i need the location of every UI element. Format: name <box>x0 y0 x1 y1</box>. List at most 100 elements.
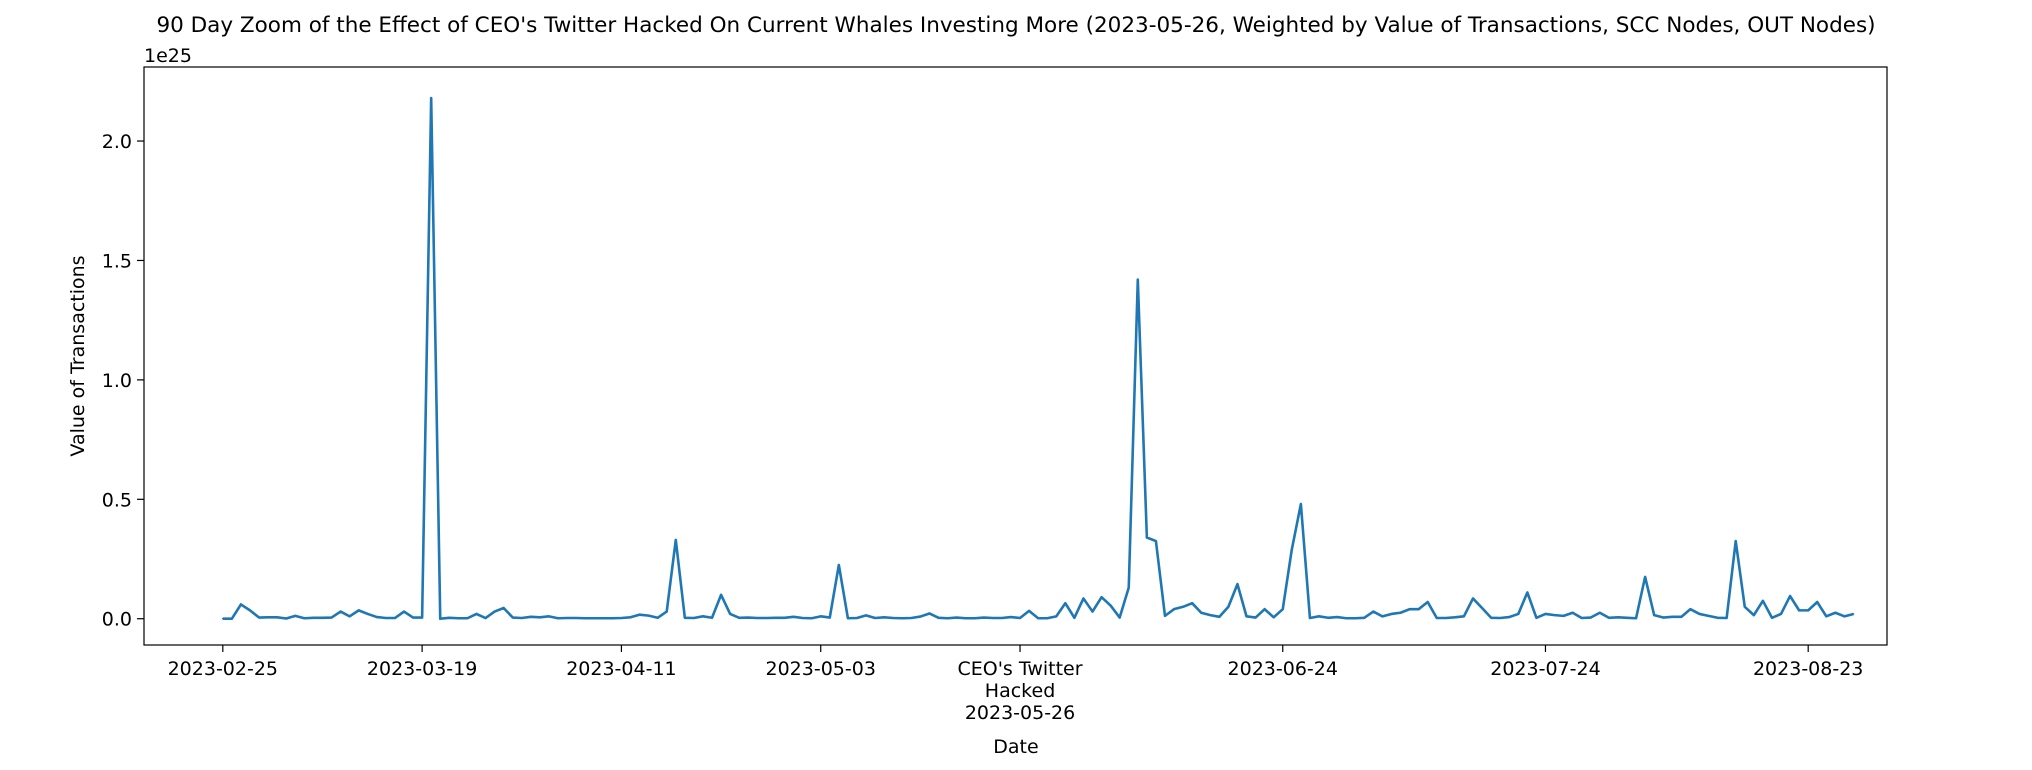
data-point <box>493 610 496 613</box>
data-point <box>1807 609 1809 612</box>
data-point <box>1481 607 1483 609</box>
data-point <box>982 616 985 619</box>
data-point <box>421 616 423 619</box>
data-point <box>1309 617 1311 619</box>
data-point <box>711 616 713 619</box>
data-point <box>1626 616 1628 619</box>
data-point <box>1272 616 1275 619</box>
data-point <box>1390 613 1393 615</box>
x-tick-label: 2023-07-24 <box>1490 658 1600 680</box>
data-point <box>1635 617 1637 620</box>
data-point <box>1562 615 1565 617</box>
data-point <box>919 615 922 618</box>
data-point <box>937 616 940 619</box>
data-point <box>1454 616 1456 619</box>
data-point <box>1363 616 1366 619</box>
data-point <box>1553 614 1556 616</box>
data-point <box>1644 576 1646 578</box>
x-axis-ticks: 2023-02-25 2023-03-19 2023-04-11 2023-05-03… <box>168 645 1863 724</box>
data-point <box>448 616 451 619</box>
x-tick-label: 2023-05-03 <box>766 658 876 680</box>
data-point <box>566 617 568 619</box>
data-point <box>1834 611 1837 614</box>
data-point <box>1580 617 1583 619</box>
data-point <box>1852 613 1855 615</box>
data-point <box>1843 615 1846 618</box>
data-point <box>973 617 976 620</box>
data-point <box>1127 586 1130 589</box>
data-point <box>792 616 795 618</box>
data-point <box>674 539 677 541</box>
data-point <box>548 615 550 618</box>
data-point <box>774 616 777 619</box>
data-point <box>1698 613 1701 615</box>
data-point <box>231 617 233 620</box>
data-point <box>1218 616 1221 618</box>
data-point <box>1263 608 1266 610</box>
data-point <box>1780 613 1782 615</box>
data-point <box>856 617 858 619</box>
data-point <box>1146 536 1148 539</box>
data-point <box>1571 611 1574 614</box>
data-point <box>1508 616 1511 618</box>
data-point <box>258 616 260 619</box>
plot-area <box>222 96 1855 621</box>
data-point <box>348 615 351 618</box>
data-point <box>1037 617 1039 620</box>
data-point <box>738 616 740 619</box>
data-point <box>1816 601 1819 603</box>
data-point <box>439 617 442 620</box>
data-point <box>892 617 894 619</box>
data-point <box>1091 610 1094 613</box>
data-point <box>1417 608 1420 610</box>
data-point <box>1191 602 1193 604</box>
data-point <box>1001 617 1003 619</box>
data-point <box>412 616 414 619</box>
x-tick-label: 2023-04-11 <box>566 658 676 680</box>
data-point <box>729 613 731 615</box>
data-point <box>330 616 333 619</box>
data-point <box>629 616 632 619</box>
data-point <box>502 607 505 609</box>
data-point <box>946 617 949 620</box>
data-point <box>1445 617 1447 619</box>
data-point <box>475 613 478 615</box>
data-point <box>1182 605 1184 608</box>
data-point <box>1499 617 1501 619</box>
data-point <box>1010 616 1012 618</box>
data-point <box>1236 583 1239 585</box>
data-point <box>1372 610 1375 613</box>
data-point <box>394 617 396 619</box>
data-point <box>1589 616 1592 619</box>
data-point <box>1517 613 1520 615</box>
data-point <box>647 614 650 617</box>
y-axis-offset-label: 1e25 <box>144 45 192 67</box>
data-point <box>312 616 315 619</box>
data-point <box>557 617 559 620</box>
x-tick-label: 2023-08-23 <box>1753 658 1863 680</box>
data-point <box>964 617 967 620</box>
y-tick-label: 1.0 <box>102 370 132 392</box>
data-point <box>584 617 586 620</box>
data-point <box>1155 540 1157 542</box>
data-point <box>1617 616 1619 619</box>
data-point <box>1019 617 1021 619</box>
data-point <box>1798 609 1800 612</box>
data-point <box>520 617 523 619</box>
data-point <box>992 617 994 619</box>
data-point <box>430 97 432 99</box>
data-point <box>847 617 849 620</box>
data-point <box>267 616 269 619</box>
y-tick-label: 0.0 <box>102 609 132 631</box>
axes-frame <box>143 66 1888 646</box>
data-point <box>620 617 623 619</box>
data-point <box>366 613 369 615</box>
data-point <box>1753 614 1755 616</box>
data-point <box>665 610 668 613</box>
data-point <box>1254 616 1257 619</box>
data-point <box>1762 600 1764 602</box>
data-point <box>747 616 750 619</box>
chart-title: 90 Day Zoom of the Effect of CEO's Twitt… <box>156 13 1875 38</box>
data-point <box>1209 614 1212 616</box>
data-point <box>810 617 813 620</box>
